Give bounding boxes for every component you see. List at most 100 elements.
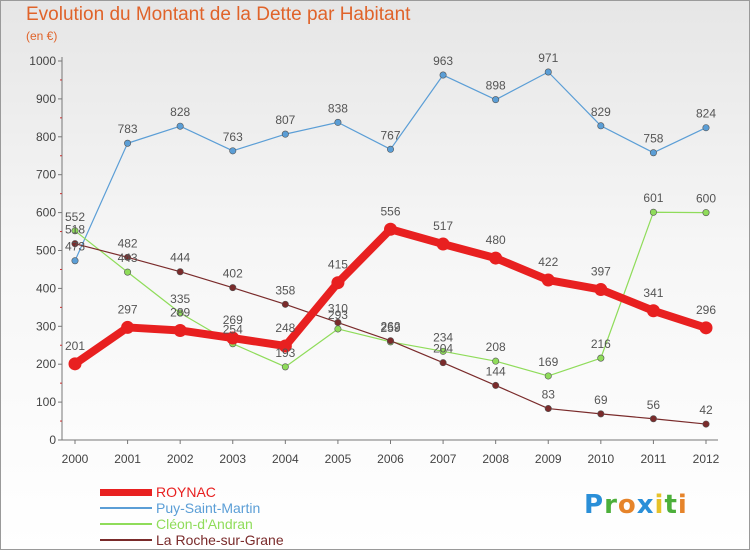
data-point [226,331,240,345]
data-label: 480 [486,233,506,247]
data-point [597,354,605,362]
data-label: 56 [647,398,661,412]
data-point [699,321,713,335]
data-label: 758 [643,132,663,146]
logo-letter: t [664,490,678,520]
data-point [176,268,184,276]
data-label: 262 [380,320,400,334]
data-label: 201 [65,339,85,353]
data-point [124,253,132,261]
logo-letter: x [636,490,655,520]
logo-letter: P [584,490,605,520]
x-tick-label: 2005 [325,452,352,466]
data-label: 289 [170,305,190,319]
data-point [649,149,657,157]
data-label: 83 [542,388,556,402]
legend-label: ROYNAC [156,484,216,500]
data-point [124,268,132,276]
data-point [124,139,132,147]
series-1 [71,68,710,265]
y-tick-label: 900 [36,92,56,106]
data-point [649,415,657,423]
x-tick-label: 2008 [482,452,509,466]
data-point [386,145,394,153]
data-label: 296 [696,303,716,317]
data-point [68,357,82,371]
data-label: 341 [643,286,663,300]
series-3 [71,240,710,428]
legend-swatch [100,488,152,496]
data-point [702,420,710,428]
legend-label: Cléon-d'Andran [156,516,253,532]
data-label: 248 [275,321,295,335]
x-tick-label: 2002 [167,452,194,466]
data-label: 422 [538,255,558,269]
data-label: 402 [223,267,243,281]
data-point [489,251,503,265]
data-label: 601 [643,191,663,205]
y-tick-label: 500 [36,244,56,258]
data-label: 767 [380,128,400,142]
data-label: 144 [486,364,506,378]
data-label: 763 [223,130,243,144]
data-label: 838 [328,101,348,115]
data-point [649,208,657,216]
series-0 [68,222,713,371]
logo-letter: i [677,490,688,520]
data-point [278,339,292,353]
data-point [176,309,184,317]
data-point [492,357,500,365]
data-label: 556 [380,204,400,218]
data-label: 208 [486,340,506,354]
data-point [384,222,397,236]
data-label: 783 [118,122,138,136]
y-tick-label: 600 [36,206,56,220]
data-point [594,283,608,297]
data-point [439,359,447,367]
x-tick-label: 2009 [535,452,562,466]
data-point [597,122,605,130]
data-point [173,323,187,337]
logo-letter: i [654,490,665,520]
data-label: 335 [170,292,190,306]
data-label: 310 [328,302,348,316]
data-point [229,284,237,292]
y-tick-label: 700 [36,168,56,182]
data-label: 204 [433,342,453,356]
data-label: 517 [433,219,453,233]
legend-swatch [100,539,152,541]
data-label: 259 [380,321,400,335]
data-label: 269 [223,313,243,327]
chart-title: Evolution du Montant de la Dette par Hab… [26,4,411,25]
data-label: 193 [275,346,295,360]
data-labels: 201 297 289 269 248 415 556 517 480 422 397 341 296 4… [65,51,716,417]
data-label: 898 [486,79,506,93]
data-label: 443 [118,251,138,265]
data-point [544,68,552,76]
data-label: 169 [538,355,558,369]
data-label: 971 [538,51,558,65]
data-point [334,118,342,126]
data-point [702,124,710,132]
y-tick-label: 800 [36,130,56,144]
data-label: 482 [118,236,138,250]
y-tick-label: 1000 [29,54,56,68]
x-tick-label: 2010 [587,452,614,466]
data-point [281,300,289,308]
data-point [439,71,447,79]
data-label: 552 [65,210,85,224]
data-point [439,347,447,355]
chart-subtitle: (en €) [26,29,58,43]
data-label: 297 [118,302,138,316]
x-tick-label: 2011 [641,452,667,466]
data-point [71,240,79,248]
data-point [386,337,394,345]
x-tick-label: 2007 [430,452,457,466]
data-label: 254 [223,323,243,337]
data-point [334,325,342,333]
data-point [597,410,605,418]
data-point [436,237,450,251]
data-point [331,276,345,290]
data-label: 42 [699,403,713,417]
